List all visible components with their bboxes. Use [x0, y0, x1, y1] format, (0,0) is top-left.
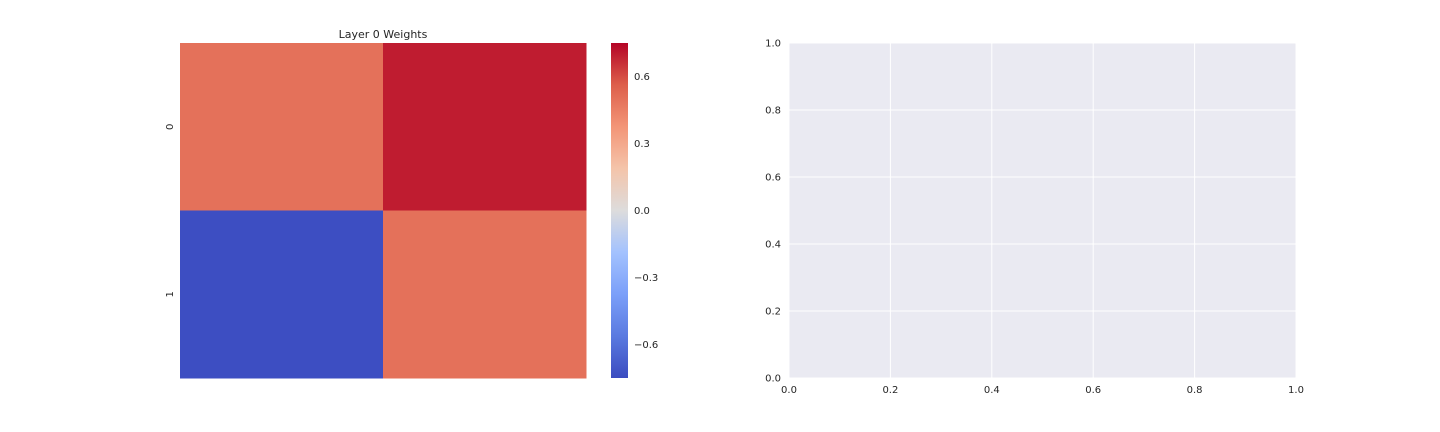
heatmap-row-labels: 01: [165, 124, 176, 298]
x-tick-label: 0.6: [1085, 385, 1101, 396]
heatmap-panel: Layer 0 Weights 01: [165, 28, 587, 379]
y-tick-label: 0.8: [765, 106, 781, 117]
x-tick-label: 0.4: [984, 385, 1000, 396]
heatmap-cell-0-1: [383, 43, 587, 211]
empty-axes-panel: 0.0 0.2 0.4 0.6 0.8 1.0 0.0 0.2 0.4 0.6 0.8 1.0: [765, 39, 1304, 397]
colorbar-gradient: [611, 43, 628, 378]
x-axis-ticks: 0.0 0.2 0.4 0.6 0.8 1.0: [781, 385, 1304, 396]
y-tick-label: 0.6: [765, 173, 781, 184]
colorbar-ticks: −0.6 −0.3 0.0 0.3 0.6: [634, 72, 658, 351]
axes-grid: [788, 42, 1297, 379]
x-tick-label: 0.2: [882, 385, 898, 396]
heatmap-cell-1-1: [383, 210, 587, 379]
heatmap-cell-1-0: [180, 210, 384, 379]
heatmap-title: Layer 0 Weights: [339, 28, 428, 41]
heatmap-cells: [180, 43, 587, 379]
x-tick-label: 0.0: [781, 385, 797, 396]
axes-background: [789, 43, 1296, 378]
heatmap-row-label: 0: [165, 124, 176, 130]
y-axis-ticks: 0.0 0.2 0.4 0.6 0.8 1.0: [765, 39, 781, 385]
colorbar-tick-label: 0.0: [634, 206, 650, 217]
colorbar-tick-label: 0.3: [634, 139, 650, 150]
heatmap-row-label: 1: [165, 291, 176, 297]
colorbar-tick-label: 0.6: [634, 72, 650, 83]
colorbar-tick-label: −0.3: [634, 273, 658, 284]
colorbar-tick-label: −0.6: [634, 340, 658, 351]
y-tick-label: 0.4: [765, 240, 781, 251]
y-tick-label: 0.2: [765, 307, 781, 318]
y-tick-label: 0.0: [765, 374, 781, 385]
x-tick-label: 0.8: [1187, 385, 1203, 396]
x-tick-label: 1.0: [1288, 385, 1304, 396]
y-tick-label: 1.0: [765, 39, 781, 50]
heatmap-cell-0-0: [180, 43, 384, 211]
colorbar: −0.6 −0.3 0.0 0.3 0.6: [611, 43, 658, 378]
